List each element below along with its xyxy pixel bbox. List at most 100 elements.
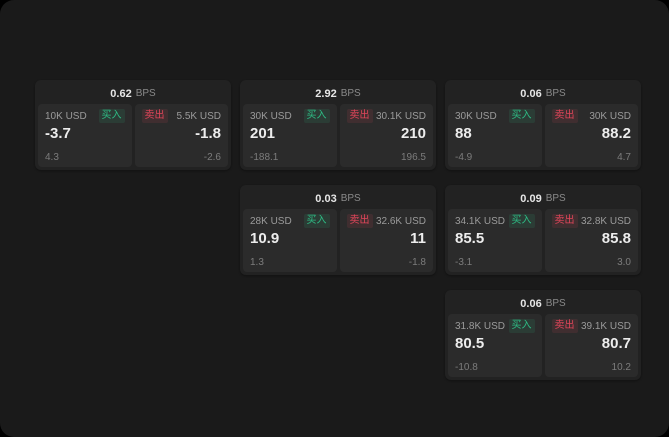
buy-change: -4.9 bbox=[455, 152, 473, 163]
spread-header: 0.62 BPS bbox=[38, 83, 228, 104]
sell-panel-top: 卖出 30K USD bbox=[551, 109, 631, 123]
sell-price: 88.2 bbox=[601, 125, 631, 142]
quote-card: 0.09 BPS 34.1K USD 买入 85.5 -3.1 卖出 32.8K… bbox=[445, 185, 641, 275]
quote-card: 0.06 BPS 30K USD 买入 88 -4.9 卖出 30K USD bbox=[445, 80, 641, 170]
sell-label: 卖出 bbox=[346, 214, 373, 228]
buy-size-label: 30K USD bbox=[250, 110, 292, 122]
spread-value: 0.03 bbox=[315, 192, 337, 205]
sell-panel[interactable]: 卖出 5.5K USD -1.8 -2.6 bbox=[134, 104, 228, 167]
spread-value: 0.06 bbox=[520, 87, 542, 100]
buy-price: -3.7 bbox=[45, 125, 71, 142]
buy-label: 买入 bbox=[303, 214, 330, 228]
sell-price: 11 bbox=[410, 230, 426, 247]
sell-change: 196.5 bbox=[400, 152, 426, 163]
buy-size-label: 31.8K USD bbox=[455, 320, 506, 332]
sell-size-label: 5.5K USD bbox=[176, 110, 221, 122]
sell-size-label: 32.6K USD bbox=[375, 215, 426, 227]
spread-value: 0.62 bbox=[110, 87, 132, 100]
spread-header: 0.09 BPS bbox=[448, 188, 638, 209]
buy-size-label: 30K USD bbox=[455, 110, 497, 122]
buy-panel[interactable]: 30K USD 买入 201 -188.1 bbox=[243, 104, 337, 167]
sell-label: 卖出 bbox=[551, 319, 578, 333]
sell-change: 4.7 bbox=[617, 152, 631, 163]
sell-panel[interactable]: 卖出 30.1K USD 210 196.5 bbox=[339, 104, 433, 167]
buy-panel[interactable]: 34.1K USD 买入 85.5 -3.1 bbox=[448, 209, 542, 272]
buy-panel-top: 30K USD 买入 bbox=[455, 109, 535, 123]
spread-header: 2.92 BPS bbox=[243, 83, 433, 104]
spread-unit: BPS bbox=[545, 298, 566, 309]
quote-card-grid: 0.62 BPS 10K USD 买入 -3.7 4.3 卖出 5.5K USD bbox=[35, 80, 641, 380]
buy-size-label: 10K USD bbox=[45, 110, 87, 122]
buy-panel-top: 30K USD 买入 bbox=[250, 109, 330, 123]
sell-price: 85.8 bbox=[601, 230, 631, 247]
quote-card: 2.92 BPS 30K USD 买入 201 -188.1 卖出 30.1K … bbox=[240, 80, 436, 170]
buy-price: 10.9 bbox=[250, 230, 280, 247]
sell-panel-top: 卖出 32.8K USD bbox=[551, 214, 631, 228]
buy-size-label: 34.1K USD bbox=[455, 215, 506, 227]
spread-unit: BPS bbox=[340, 193, 361, 204]
sell-price: -1.8 bbox=[195, 125, 221, 142]
quote-body: 30K USD 买入 88 -4.9 卖出 30K USD 88.2 4.7 bbox=[448, 104, 638, 167]
sell-label: 卖出 bbox=[141, 109, 168, 123]
spread-unit: BPS bbox=[545, 88, 566, 99]
sell-panel[interactable]: 卖出 32.6K USD 11 -1.8 bbox=[339, 209, 433, 272]
buy-panel[interactable]: 10K USD 买入 -3.7 4.3 bbox=[38, 104, 132, 167]
sell-panel-top: 卖出 5.5K USD bbox=[141, 109, 221, 123]
sell-label: 卖出 bbox=[551, 109, 578, 123]
sell-panel-top: 卖出 30.1K USD bbox=[346, 109, 426, 123]
spread-header: 0.06 BPS bbox=[448, 293, 638, 314]
quote-card: 0.06 BPS 31.8K USD 买入 80.5 -10.8 卖出 39.1… bbox=[445, 290, 641, 380]
buy-size-label: 28K USD bbox=[250, 215, 292, 227]
buy-label: 买入 bbox=[303, 109, 330, 123]
sell-change: -2.6 bbox=[203, 152, 221, 163]
spread-unit: BPS bbox=[545, 193, 566, 204]
quote-body: 28K USD 买入 10.9 1.3 卖出 32.6K USD 11 -1.8 bbox=[243, 209, 433, 272]
spread-value: 2.92 bbox=[315, 87, 337, 100]
sell-panel-top: 卖出 32.6K USD bbox=[346, 214, 426, 228]
buy-panel-top: 34.1K USD 买入 bbox=[455, 214, 535, 228]
buy-label: 买入 bbox=[508, 109, 535, 123]
buy-change: -10.8 bbox=[455, 362, 478, 373]
sell-price: 210 bbox=[400, 125, 426, 142]
sell-panel[interactable]: 卖出 32.8K USD 85.8 3.0 bbox=[544, 209, 638, 272]
buy-panel[interactable]: 30K USD 买入 88 -4.9 bbox=[448, 104, 542, 167]
spread-unit: BPS bbox=[135, 88, 156, 99]
buy-panel-top: 31.8K USD 买入 bbox=[455, 319, 535, 333]
spread-header: 0.03 BPS bbox=[243, 188, 433, 209]
buy-label: 买入 bbox=[508, 214, 535, 228]
buy-panel[interactable]: 31.8K USD 买入 80.5 -10.8 bbox=[448, 314, 542, 377]
sell-change: -1.8 bbox=[408, 257, 426, 268]
sell-size-label: 30K USD bbox=[589, 110, 631, 122]
buy-change: 1.3 bbox=[250, 257, 264, 268]
spread-unit: BPS bbox=[340, 88, 361, 99]
spread-value: 0.06 bbox=[520, 297, 542, 310]
buy-panel-top: 10K USD 买入 bbox=[45, 109, 125, 123]
sell-label: 卖出 bbox=[346, 109, 373, 123]
buy-panel[interactable]: 28K USD 买入 10.9 1.3 bbox=[243, 209, 337, 272]
sell-price: 80.7 bbox=[601, 335, 631, 352]
sell-panel[interactable]: 卖出 39.1K USD 80.7 10.2 bbox=[544, 314, 638, 377]
buy-change: -188.1 bbox=[250, 152, 279, 163]
quote-card: 0.62 BPS 10K USD 买入 -3.7 4.3 卖出 5.5K USD bbox=[35, 80, 231, 170]
buy-label: 买入 bbox=[508, 319, 535, 333]
quote-body: 30K USD 买入 201 -188.1 卖出 30.1K USD 210 1… bbox=[243, 104, 433, 167]
buy-price: 88 bbox=[455, 125, 472, 142]
spread-header: 0.06 BPS bbox=[448, 83, 638, 104]
sell-size-label: 30.1K USD bbox=[375, 110, 426, 122]
buy-price: 201 bbox=[250, 125, 276, 142]
buy-label: 买入 bbox=[98, 109, 125, 123]
quote-body: 31.8K USD 买入 80.5 -10.8 卖出 39.1K USD 80.… bbox=[448, 314, 638, 377]
quote-body: 10K USD 买入 -3.7 4.3 卖出 5.5K USD -1.8 -2.… bbox=[38, 104, 228, 167]
sell-panel[interactable]: 卖出 30K USD 88.2 4.7 bbox=[544, 104, 638, 167]
buy-panel-top: 28K USD 买入 bbox=[250, 214, 330, 228]
buy-price: 85.5 bbox=[455, 230, 485, 247]
buy-price: 80.5 bbox=[455, 335, 485, 352]
buy-change: 4.3 bbox=[45, 152, 59, 163]
buy-change: -3.1 bbox=[455, 257, 473, 268]
sell-change: 3.0 bbox=[617, 257, 631, 268]
spread-value: 0.09 bbox=[520, 192, 542, 205]
quote-card: 0.03 BPS 28K USD 买入 10.9 1.3 卖出 32.6K US… bbox=[240, 185, 436, 275]
sell-size-label: 39.1K USD bbox=[580, 320, 631, 332]
quote-body: 34.1K USD 买入 85.5 -3.1 卖出 32.8K USD 85.8… bbox=[448, 209, 638, 272]
